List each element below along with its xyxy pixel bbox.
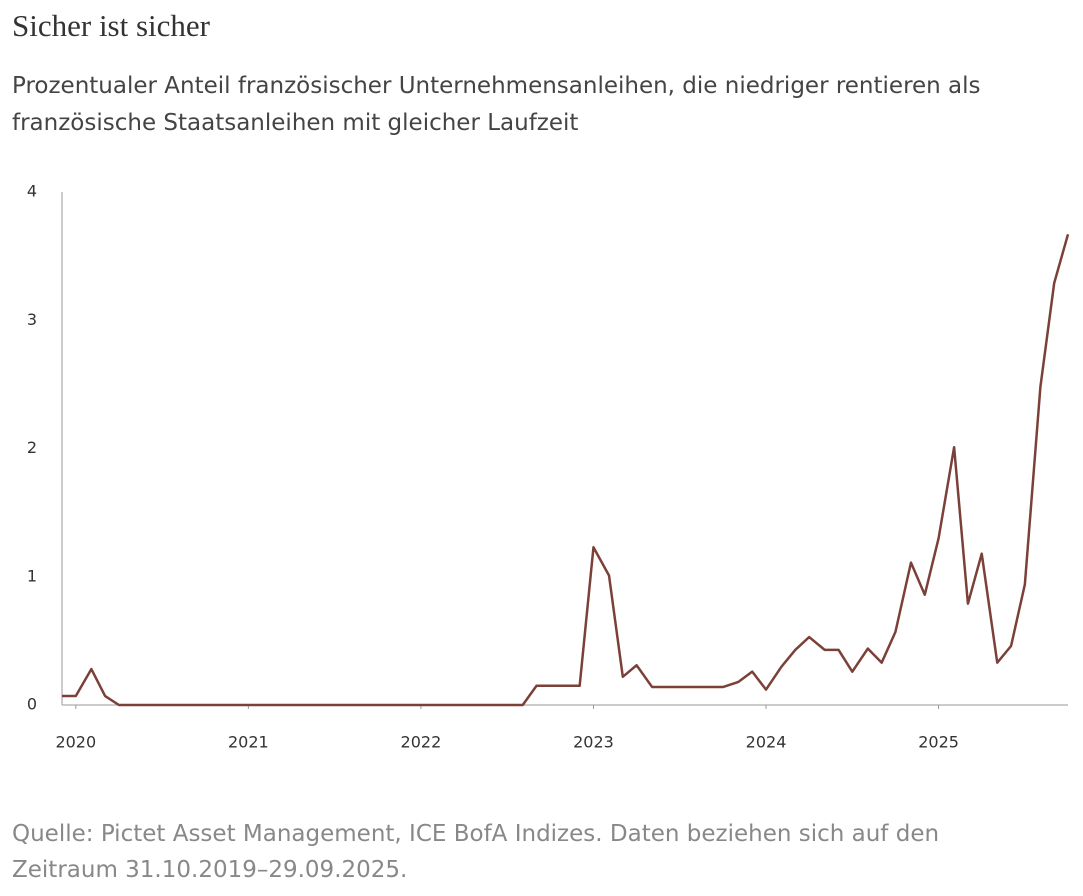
- chart: 0 1 2 3 4 2020 2021 2022 2023 2024 2025: [27, 182, 1070, 752]
- y-tick-label: 3: [27, 310, 37, 329]
- chart-title: Sicher ist sicher: [12, 8, 211, 43]
- data-line: [62, 233, 1070, 707]
- x-tick-label: 2021: [228, 733, 269, 752]
- x-tick-label: 2025: [918, 733, 959, 752]
- y-tick-label: 1: [27, 566, 37, 585]
- y-tick-label: 4: [27, 182, 37, 201]
- x-tick-label: 2024: [746, 733, 787, 752]
- x-tick-label: 2020: [55, 733, 96, 752]
- chart-subtitle: Prozentualer Anteil französischer Untern…: [12, 73, 981, 136]
- x-tick-label: 2022: [401, 733, 442, 752]
- x-tick-label: 2023: [573, 733, 614, 752]
- y-tick-label: 0: [27, 695, 37, 714]
- y-tick-label: 2: [27, 438, 37, 457]
- source-note: Quelle: Pictet Asset Management, ICE Bof…: [12, 821, 940, 883]
